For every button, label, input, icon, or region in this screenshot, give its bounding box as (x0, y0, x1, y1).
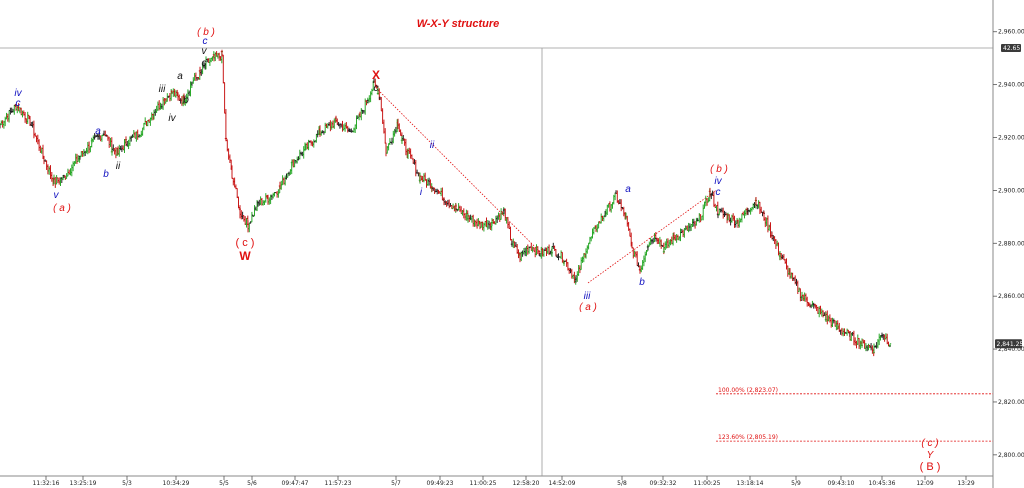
fibonacci-levels: 100.00% (2,823.07) 123.60% (2,805.19) (716, 387, 993, 442)
wave-label: ( a ) (579, 302, 597, 313)
wave-label: ( b ) (710, 164, 728, 175)
wave-label: ( B ) (920, 461, 941, 473)
x-tick-label: 13:25:19 (70, 480, 97, 487)
trend-line (377, 89, 543, 255)
x-tick-label: 10:34:29 (163, 480, 190, 487)
x-tick-label: 12:58:20 (513, 480, 540, 487)
wave-label: c (202, 58, 207, 69)
x-tick-label: 11:57:23 (325, 480, 352, 487)
top-badge-bg (1001, 44, 1021, 52)
wave-label: ii (430, 140, 435, 151)
last-price-badge: 2,841.25 (995, 339, 1024, 349)
wave-label: b (183, 95, 189, 106)
fib-label: 123.60% (2,805.19) (718, 434, 778, 441)
x-tick-label: 09:49:23 (427, 480, 454, 487)
x-tick-label: 5/3 (122, 480, 132, 487)
wave-label: ( c ) (921, 438, 938, 449)
x-tick-label: 5/8 (617, 480, 627, 487)
y-tick-label: 2,960.00 (998, 29, 1024, 36)
wave-label: iv (714, 176, 722, 187)
wave-label: ( b ) (197, 27, 215, 38)
wave-label: iii (584, 291, 591, 302)
y-tick-label: 2,940.00 (998, 82, 1024, 89)
x-axis-ticks: 11:32:16 13:25:19 5/3 10:34:29 5/5 5/6 09:47:4… (33, 476, 975, 487)
x-tick-label: 11:32:16 (33, 480, 60, 487)
x-tick-label: 09:47:47 (282, 480, 309, 487)
trend-lines (377, 89, 717, 284)
wave-label: c (374, 83, 379, 94)
y-tick-label: 2,800.00 (998, 452, 1024, 459)
wave-label: iv (168, 113, 176, 124)
x-tick-label: 5/6 (247, 480, 257, 487)
x-tick-label: 5/7 (391, 480, 401, 487)
wave-label: c (716, 187, 721, 198)
y-tick-label: 2,860.00 (998, 293, 1024, 300)
x-tick-label: 12:09 (916, 480, 933, 487)
wave-label: b (103, 169, 109, 180)
x-tick-label: 09:43:10 (828, 480, 855, 487)
wave-label: b (639, 277, 645, 288)
wave-label: a (625, 184, 631, 195)
x-tick-label: 10:45:36 (869, 480, 896, 487)
x-tick-label: 11:00:25 (694, 480, 721, 487)
wave-label: v (202, 46, 208, 57)
y-tick-label: 2,820.00 (998, 399, 1024, 406)
x-tick-label: 14:52:09 (549, 480, 576, 487)
y-tick-label: 2,880.00 (998, 240, 1024, 247)
wave-label: X (372, 68, 380, 82)
y-tick-label: 2,920.00 (998, 135, 1024, 142)
wave-label: W (239, 249, 251, 263)
y-tick-label: 2,840.00 (998, 346, 1024, 353)
wave-label: a (95, 126, 101, 137)
wave-label: ( c ) (236, 237, 255, 249)
y-tick-label: 2,900.00 (998, 187, 1024, 194)
chart-title: W-X-Y structure (417, 18, 500, 30)
trend-line (587, 190, 717, 284)
price-bar (888, 343, 892, 347)
top-badge-text: 42.65 (1003, 45, 1020, 52)
x-tick-label: 11:00:25 (470, 480, 497, 487)
x-tick-label: 13:29 (957, 480, 974, 487)
wave-label: c (16, 98, 21, 109)
wave-label: Y (927, 450, 935, 461)
wave-label: ii (116, 161, 121, 172)
price-badges: 2,841.25 42.65 (995, 44, 1024, 349)
wave-label: a (177, 71, 183, 82)
x-tick-label: 5/9 (791, 480, 801, 487)
last-price-badge-text: 2,841.25 (997, 341, 1024, 348)
top-badge: 42.65 (1001, 44, 1021, 52)
price-bars (0, 49, 892, 357)
fib-label: 100.00% (2,823.07) (718, 387, 778, 394)
wave-label: c (203, 36, 208, 47)
wave-label: iv (14, 88, 22, 99)
wave-label: iii (159, 84, 166, 95)
wave-label: ( a ) (53, 203, 71, 214)
x-tick-label: 13:18:14 (737, 480, 764, 487)
x-tick-label: 5/5 (219, 480, 229, 487)
last-price-badge-bg (995, 339, 1022, 349)
wave-label: i (420, 187, 423, 198)
y-axis-ticks: 2,960.00 2,940.00 2,920.00 2,900.00 2,880.00… (993, 29, 1024, 459)
wave-label: v (54, 190, 60, 201)
x-tick-label: 09:32:32 (650, 480, 677, 487)
